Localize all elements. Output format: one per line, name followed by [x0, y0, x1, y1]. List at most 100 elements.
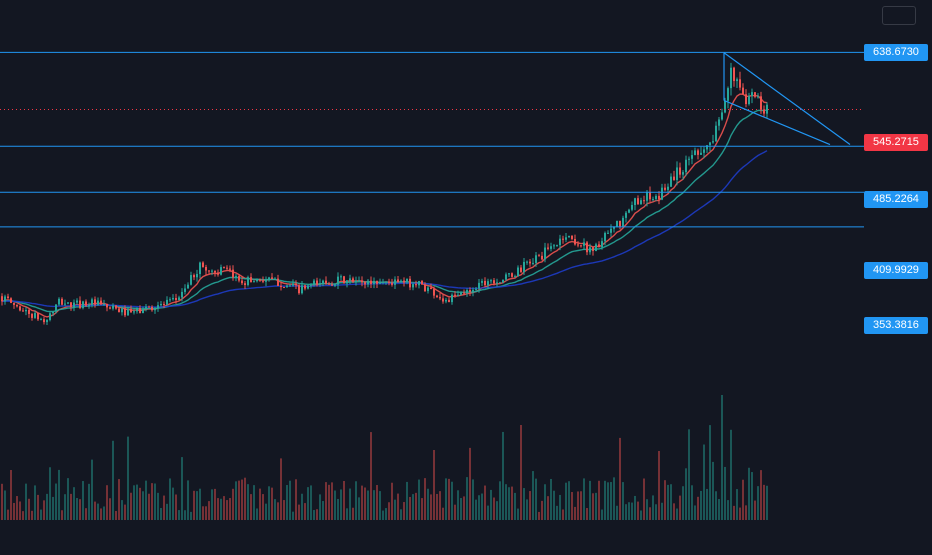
volume-bar: [295, 479, 297, 520]
candle-body: [589, 247, 591, 253]
volume-bar: [679, 495, 681, 520]
volume-bar: [382, 510, 384, 520]
candle-body: [412, 284, 414, 288]
candle-body: [139, 308, 141, 314]
volume-bar: [262, 494, 264, 520]
candle-body: [496, 282, 498, 284]
candle-body: [487, 281, 489, 286]
candle-body: [505, 274, 507, 280]
candle-body: [358, 280, 360, 282]
volume-bar: [259, 488, 261, 520]
chart-menu-button[interactable]: [882, 6, 916, 25]
candle-body: [511, 273, 513, 277]
candle-body: [709, 142, 711, 146]
volume-bar: [520, 425, 522, 520]
candle-body: [148, 306, 150, 308]
candle-body: [529, 261, 531, 264]
candle-body: [388, 281, 390, 283]
triangle-drawing[interactable]: [723, 52, 851, 146]
candle-body: [103, 303, 105, 305]
candle-body: [58, 298, 60, 305]
volume-bar: [349, 488, 351, 520]
candle-body: [427, 287, 429, 292]
candle-body: [718, 119, 720, 126]
volume-bar: [256, 508, 258, 520]
volume-bar: [415, 492, 417, 520]
candle-body: [304, 285, 306, 289]
volume-bar: [616, 505, 618, 520]
candle-body: [142, 308, 144, 314]
volume-bar: [274, 499, 276, 520]
volume-bar: [547, 496, 549, 520]
volume-bar: [4, 490, 6, 520]
volume-bar: [460, 498, 462, 520]
volume-bar: [517, 508, 519, 520]
volume-bar: [748, 467, 750, 520]
volume-bar: [328, 484, 330, 520]
volume-bar: [310, 485, 312, 520]
volume-bar: [112, 440, 114, 520]
candle-body: [265, 280, 267, 282]
candle-body: [175, 298, 177, 301]
volume-bar: [763, 484, 765, 520]
volume-bar: [502, 431, 504, 520]
volume-bar: [586, 508, 588, 520]
price-tag-level-2: 485.2264: [864, 191, 928, 208]
volume-bar: [148, 493, 150, 520]
candle-body: [763, 109, 765, 114]
candle-body: [694, 150, 696, 156]
volume-bar: [199, 488, 201, 520]
volume-bar: [571, 492, 573, 520]
volume-bar: [403, 502, 405, 520]
volume-bar: [358, 497, 360, 520]
candle-body: [343, 276, 345, 284]
volume-bar: [1, 483, 3, 520]
candle-body: [604, 232, 606, 242]
candle-body: [325, 280, 327, 284]
volume-bar: [463, 496, 465, 520]
candle-body: [415, 284, 417, 286]
candle-body: [217, 272, 219, 275]
volume-bar: [712, 461, 714, 520]
candle-body: [340, 276, 342, 278]
volume-bar: [739, 507, 741, 520]
candle-body: [76, 300, 78, 303]
candle-body: [685, 159, 687, 173]
horizontal-levels[interactable]: [0, 51, 864, 228]
volume-bar: [13, 502, 15, 520]
volume-bar: [130, 492, 132, 520]
candle-body: [250, 277, 252, 283]
candle-body: [160, 303, 162, 306]
candle-body: [43, 319, 45, 323]
candle-body: [583, 242, 585, 246]
volume-bar: [334, 490, 336, 520]
candle-body: [385, 281, 387, 283]
candle-body: [397, 279, 399, 283]
candle-body: [199, 262, 201, 274]
candle-body: [550, 246, 552, 249]
candle-body: [643, 200, 645, 202]
candle-body: [271, 277, 273, 279]
candle-body: [337, 276, 339, 285]
price-tag-level-4: 353.3816: [864, 317, 928, 334]
candle-body: [226, 267, 228, 269]
candle-body: [241, 280, 243, 284]
candle-body: [601, 241, 603, 248]
candle-body: [532, 262, 534, 264]
volume-bar: [154, 483, 156, 520]
candle-body: [28, 309, 30, 314]
volume-bar: [757, 486, 759, 520]
candle-body: [178, 297, 180, 301]
candle-body: [379, 282, 381, 284]
candle-body: [574, 238, 576, 245]
candle-body: [715, 125, 717, 142]
volume-bar: [121, 500, 123, 520]
volume-bar: [496, 501, 498, 520]
candle-body: [649, 192, 651, 200]
candle-body: [289, 285, 291, 287]
volume-bar: [250, 494, 252, 520]
candle-body: [421, 281, 423, 285]
volume-bar: [424, 478, 426, 520]
